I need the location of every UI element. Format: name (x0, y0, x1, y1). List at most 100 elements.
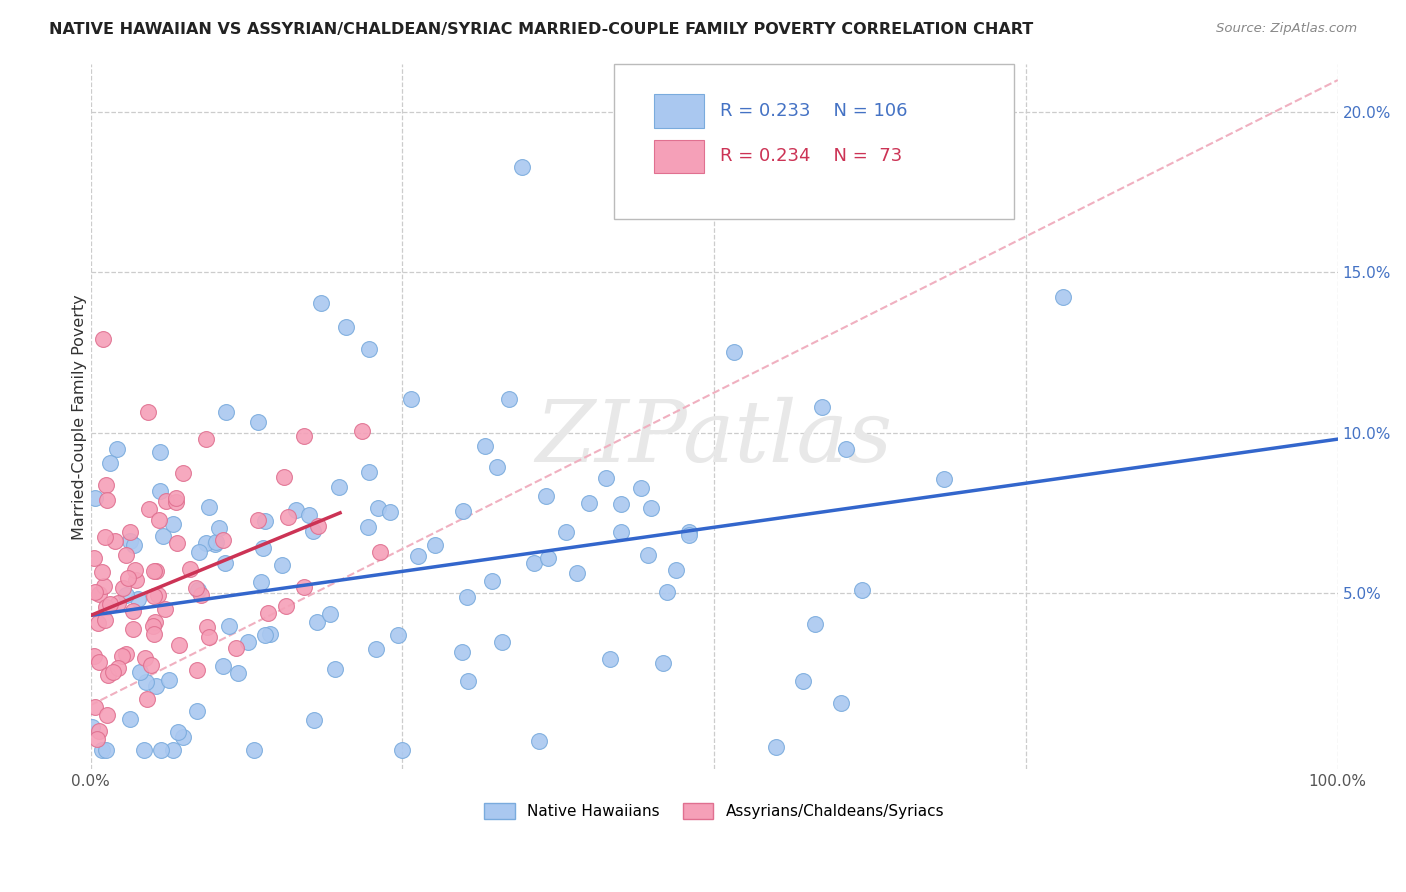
Point (125, 574, 148, 588)
Point (835, 442, 858, 456)
Point (595, 470, 617, 484)
Point (335, 320, 357, 334)
Point (565, 566, 588, 581)
Point (387, 628, 409, 642)
Point (86, 731, 108, 746)
Point (198, 630, 221, 644)
Point (145, 564, 167, 578)
Point (98, 456, 121, 470)
Point (212, 533, 235, 548)
Point (83, 550, 105, 565)
Point (162, 516, 184, 531)
Point (652, 656, 675, 670)
Point (83, 584, 105, 599)
Point (302, 524, 325, 538)
Point (498, 392, 520, 407)
Point (204, 537, 226, 551)
Point (172, 730, 194, 744)
Point (370, 544, 392, 558)
Point (153, 601, 176, 615)
Point (830, 696, 852, 710)
Point (399, 392, 422, 406)
Point (162, 743, 184, 757)
Point (225, 640, 247, 655)
Point (198, 500, 221, 515)
Y-axis label: Married-Couple Family Poverty: Married-Couple Family Poverty (72, 293, 87, 540)
Point (167, 725, 190, 739)
Point (115, 548, 138, 562)
Point (323, 663, 346, 677)
Point (107, 596, 129, 610)
Point (87, 587, 110, 601)
Point (318, 607, 340, 622)
Point (254, 514, 277, 528)
Point (146, 588, 169, 602)
Point (89, 723, 111, 738)
Point (527, 734, 550, 748)
Point (129, 665, 152, 679)
Point (792, 674, 814, 689)
Point (243, 743, 266, 757)
Point (89, 655, 111, 669)
Point (195, 620, 218, 634)
Point (364, 641, 387, 656)
Point (932, 472, 955, 486)
Point (127, 591, 149, 606)
Point (357, 520, 380, 534)
Point (141, 657, 163, 672)
Point (486, 460, 509, 475)
Point (451, 645, 474, 659)
Point (152, 529, 174, 543)
Point (451, 503, 474, 517)
Point (142, 564, 165, 578)
Point (186, 663, 208, 677)
Point (96, 492, 118, 507)
Point (157, 673, 180, 688)
Point (135, 675, 157, 690)
Point (90, 565, 112, 579)
Point (1052, 289, 1074, 303)
Point (83, 649, 105, 664)
Point (91, 743, 114, 757)
Point (122, 538, 145, 552)
Point (105, 442, 128, 456)
Point (406, 549, 429, 564)
Point (134, 651, 156, 665)
Text: ZIPatlas: ZIPatlas (536, 397, 893, 479)
Point (120, 525, 142, 540)
Point (215, 405, 238, 419)
Point (117, 571, 139, 585)
Point (91, 332, 114, 346)
Point (167, 638, 190, 652)
Point (142, 619, 165, 633)
Point (307, 518, 329, 533)
Point (723, 345, 745, 359)
Point (765, 739, 787, 754)
Point (350, 424, 373, 438)
Point (124, 563, 146, 577)
Point (609, 525, 631, 540)
Point (94, 530, 117, 544)
Point (155, 494, 177, 508)
Point (195, 536, 218, 550)
Point (274, 599, 297, 614)
Point (118, 534, 141, 549)
Point (107, 661, 129, 675)
Point (96, 707, 118, 722)
Point (165, 495, 187, 509)
Point (305, 615, 328, 630)
Point (84, 491, 107, 505)
Point (190, 588, 212, 602)
Point (103, 665, 125, 679)
Point (277, 510, 299, 524)
Point (491, 635, 513, 649)
Point (554, 525, 576, 540)
Point (204, 535, 226, 549)
Point (104, 534, 127, 549)
Point (214, 557, 236, 571)
Point (122, 622, 145, 636)
Point (252, 541, 274, 555)
Point (195, 433, 218, 447)
Point (98, 597, 121, 611)
Point (143, 615, 166, 629)
